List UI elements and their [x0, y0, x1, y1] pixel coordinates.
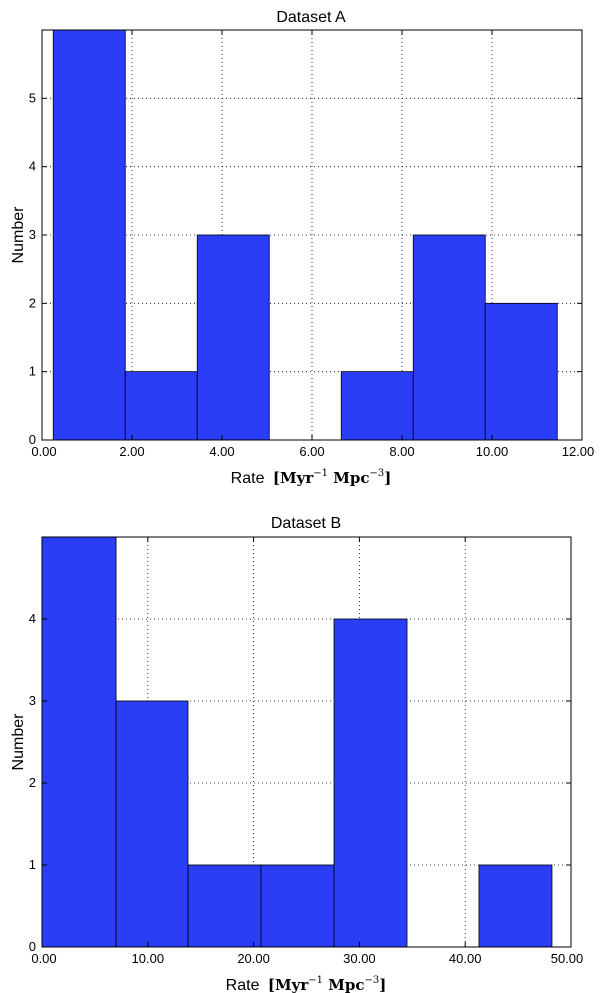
- chart-a-xlabel-unit-base: [Myr: [273, 469, 314, 487]
- chart-b-ytick-label-3: 3: [29, 693, 36, 708]
- chart-b-xlabel-unit-exp1: −1: [308, 975, 323, 986]
- chart-b-frame: [41, 536, 572, 948]
- chart-a-ytick-label-3: 3: [29, 227, 36, 242]
- chart-b-ytick-label-0: 0: [29, 939, 36, 954]
- chart-a-bar-5: [412, 234, 486, 441]
- chart-b-bar-3: [260, 864, 335, 948]
- chart-a-ytick-label-1: 1: [29, 364, 36, 379]
- chart-b-ytick-label-4: 4: [29, 611, 36, 626]
- chart-a-bar-2: [196, 234, 270, 441]
- chart-b-xtick-label-4: 40.00: [449, 951, 482, 966]
- chart-a-xtick-label-4: 8.00: [389, 444, 414, 459]
- chart-b-xtick-label-5: 50.00: [551, 951, 584, 966]
- chart-dataset-a: Dataset A 0.00 2.00 4.00 6.00 8.00 10.00 12.00…: [10, 9, 594, 487]
- chart-b-bar-1: [115, 700, 189, 948]
- chart-a-bar-1: [124, 371, 198, 441]
- chart-a-xtick-label-2: 4.00: [209, 444, 234, 459]
- chart-a-ytick-label-5: 5: [29, 90, 36, 105]
- chart-b-ytick-label-2: 2: [29, 775, 36, 790]
- chart-a-title: Dataset A: [276, 9, 346, 26]
- chart-a-xtick-label-0: 0.00: [31, 444, 56, 459]
- chart-a-xtick-label-5: 10.00: [476, 444, 509, 459]
- chart-b-xtick-label-3: 30.00: [343, 951, 376, 966]
- chart-b-bars: [41, 536, 553, 948]
- chart-a-xlabel-unit-exp2: −3: [369, 468, 384, 479]
- chart-a-xlabel: Rate [Myr−1 Mpc−3]: [231, 468, 392, 487]
- chart-a-xlabel-name: Rate: [231, 470, 265, 487]
- chart-b-ylabel: Number: [10, 713, 27, 771]
- chart-b-title: Dataset B: [271, 515, 341, 532]
- chart-b-xlabel: Rate [Myr−1 Mpc−3]: [226, 975, 387, 993]
- chart-a-ytick-label-0: 0: [29, 432, 36, 447]
- chart-b-xtick-label-1: 10.00: [132, 951, 165, 966]
- chart-b-ytick-label-1: 1: [29, 857, 36, 872]
- chart-a-ytick-label-2: 2: [29, 295, 36, 310]
- chart-a-bars: [52, 29, 558, 441]
- chart-b-ticks: 0.00 10.00 20.00 30.00 40.00 50.00 0 1 2 3 4: [29, 537, 584, 966]
- chart-dataset-b: Dataset B 0.00 10.00 20.00 30.00 40.00 50.000…: [10, 515, 583, 993]
- chart-b-xtick-label-2: 20.00: [237, 951, 270, 966]
- chart-b-bar-4: [333, 618, 408, 948]
- chart-a-bar-0: [52, 29, 126, 441]
- chart-a-xlabel-unit-mid: Mpc: [328, 469, 369, 487]
- chart-a-xtick-label-3: 6.00: [299, 444, 324, 459]
- chart-a-bar-6: [484, 302, 558, 441]
- chart-b-bar-6: [478, 864, 553, 948]
- chart-a-bar-4: [340, 371, 414, 441]
- chart-b-xlabel-unit-mid: Mpc: [323, 976, 364, 993]
- chart-a-xlabel-unit-exp1: −1: [313, 468, 328, 479]
- chart-b-xtick-label-0: 0.00: [31, 951, 56, 966]
- chart-b-xlabel-unit-end: ]: [379, 976, 386, 993]
- chart-a-xtick-label-6: 12.00: [562, 444, 595, 459]
- chart-b-bar-0: [41, 536, 117, 948]
- chart-a-xtick-label-1: 2.00: [119, 444, 144, 459]
- chart-b-xlabel-name: Rate: [226, 977, 260, 993]
- chart-a-ytick-label-4: 4: [29, 159, 36, 174]
- chart-a-ticks: 0.00 2.00 4.00 6.00 8.00 10.00 12.00 0 1 2 3 4 5: [29, 30, 595, 459]
- chart-b-bar-2: [187, 864, 262, 948]
- chart-b-xlabel-unit-exp2: −3: [364, 975, 379, 986]
- chart-a-ylabel: Number: [10, 206, 27, 264]
- chart-b-xlabel-unit-base: [Myr: [268, 976, 309, 993]
- chart-a-xlabel-unit-end: ]: [384, 469, 391, 487]
